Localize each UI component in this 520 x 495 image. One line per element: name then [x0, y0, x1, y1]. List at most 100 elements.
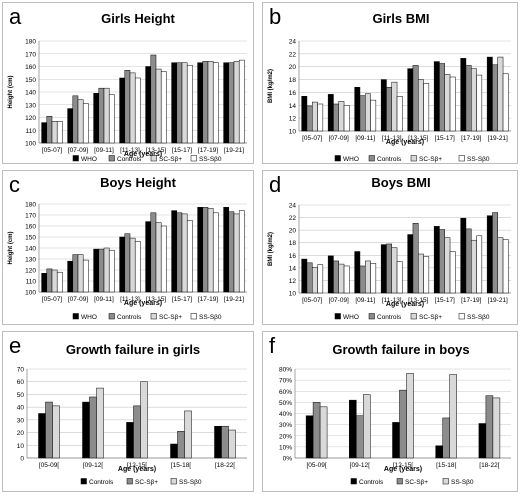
- x-tick-label: [19-21]: [488, 135, 508, 142]
- bar: [370, 263, 377, 294]
- bar: [460, 58, 467, 132]
- x-tick-label: [12-15[: [393, 462, 413, 469]
- bar: [338, 263, 345, 294]
- legend-swatch: [396, 478, 403, 485]
- bar: [93, 248, 100, 293]
- bar: [460, 217, 467, 294]
- bar: [476, 235, 483, 294]
- bar: [444, 74, 451, 132]
- bar: [124, 233, 131, 293]
- bar: [476, 74, 483, 132]
- y-tick-label: 130: [25, 257, 36, 264]
- y-tick-label: 100: [25, 141, 36, 148]
- y-tick-label: 40: [17, 405, 25, 412]
- bar: [133, 405, 141, 459]
- bar: [435, 445, 443, 459]
- bar: [312, 402, 321, 459]
- legend-swatch: [150, 313, 157, 320]
- legend-swatch: [80, 478, 87, 485]
- legend-swatch: [442, 478, 449, 485]
- panel-letter-a: a: [9, 4, 22, 29]
- y-tick-label: 50: [17, 392, 25, 399]
- bar: [98, 87, 105, 144]
- legend-label: Controls: [117, 314, 142, 321]
- legend-label: WHO: [343, 156, 359, 163]
- legend-swatch: [126, 478, 133, 485]
- bar: [317, 264, 324, 294]
- bar: [160, 225, 167, 293]
- bar: [312, 101, 318, 132]
- y-axis-label: BMI (kg/m2): [268, 232, 274, 266]
- bar: [497, 237, 504, 294]
- legend-swatch: [458, 155, 465, 162]
- chart-growth-failure-girls: Growth failure in girls 0 10 20 30 40 50 60 70 [0…: [17, 342, 247, 486]
- x-tick-label: [13-15]: [408, 135, 428, 142]
- y-tick-label: 24: [289, 203, 297, 210]
- bar: [214, 425, 222, 459]
- x-tick-label: [07-09]: [68, 147, 88, 154]
- bar: [396, 96, 403, 132]
- bar: [41, 273, 48, 293]
- x-tick-label: [11-13]: [382, 135, 402, 142]
- legend-swatch: [410, 313, 417, 320]
- bar: [46, 115, 53, 144]
- bar: [433, 226, 440, 294]
- y-tick-label: 22: [289, 51, 297, 58]
- legend-label: Controls: [359, 479, 384, 486]
- bar: [56, 121, 63, 144]
- bar: [51, 269, 58, 293]
- bar: [171, 210, 178, 293]
- y-tick-label: 10%: [279, 444, 292, 451]
- y-tick-label: 120: [25, 268, 36, 275]
- x-axis-label: Age (years): [118, 466, 156, 473]
- bar: [317, 103, 324, 132]
- panel-girls-bmi: Girls BMI 10 12 14 16 18 20 22 24 BMI (kg/m2) [05-…: [262, 2, 518, 164]
- y-tick-label: 60%: [279, 389, 292, 396]
- bar: [223, 62, 230, 144]
- y-tick-label: 20: [289, 228, 297, 235]
- bar: [41, 122, 48, 144]
- y-tick-label: 80%: [279, 367, 292, 374]
- bar: [140, 381, 148, 459]
- bar: [52, 405, 60, 459]
- chart-girls-bmi: Girls BMI 10 12 14 16 18 20 22 24 BMI (kg/m2) [05-…: [268, 11, 511, 163]
- y-tick-label: 16: [289, 253, 297, 260]
- legend-label: Controls: [377, 156, 402, 163]
- y-tick-label: 140: [25, 246, 36, 253]
- bar: [228, 429, 236, 459]
- bar: [301, 258, 308, 294]
- legend-label: WHO: [343, 314, 359, 321]
- x-tick-label: [15-17]: [172, 296, 192, 303]
- y-tick-label: 40%: [279, 411, 292, 418]
- bar: [485, 395, 494, 459]
- chart-title: Boys Height: [100, 175, 177, 190]
- bar: [365, 93, 371, 132]
- legend-swatch: [170, 478, 177, 485]
- bar: [67, 108, 74, 144]
- bar: [82, 401, 90, 459]
- panel-growth-failure-boys: Growth failure in boys 0% 10% 20% 30% 40% 50% 6…: [262, 331, 518, 492]
- y-tick-label: 12: [289, 278, 297, 285]
- x-tick-label: [09-11]: [94, 147, 114, 154]
- bar: [207, 61, 214, 144]
- bar: [486, 56, 493, 132]
- panel-boys-bmi: Boys BMI 10 12 14 16 18 20 22 24 BMI (kg/m2) [05-0…: [262, 170, 518, 325]
- bar: [176, 212, 183, 293]
- bar: [134, 241, 141, 293]
- x-tick-label: [15-17]: [435, 297, 455, 304]
- x-tick-label: [05-07]: [42, 147, 62, 154]
- bar: [129, 237, 136, 293]
- bar: [150, 54, 157, 144]
- bar: [212, 212, 219, 293]
- bar: [301, 96, 308, 132]
- legend-label: WHO: [81, 314, 97, 321]
- bar: [370, 99, 377, 132]
- legend-label: SC-Sβ+: [159, 314, 182, 321]
- bar: [338, 101, 345, 132]
- x-tick-label: [17-19]: [198, 147, 218, 154]
- bar: [333, 260, 339, 294]
- legend-label: SS-Sβ0: [451, 479, 474, 486]
- bar: [343, 105, 350, 132]
- legend-swatch: [458, 313, 465, 320]
- bar: [412, 65, 419, 132]
